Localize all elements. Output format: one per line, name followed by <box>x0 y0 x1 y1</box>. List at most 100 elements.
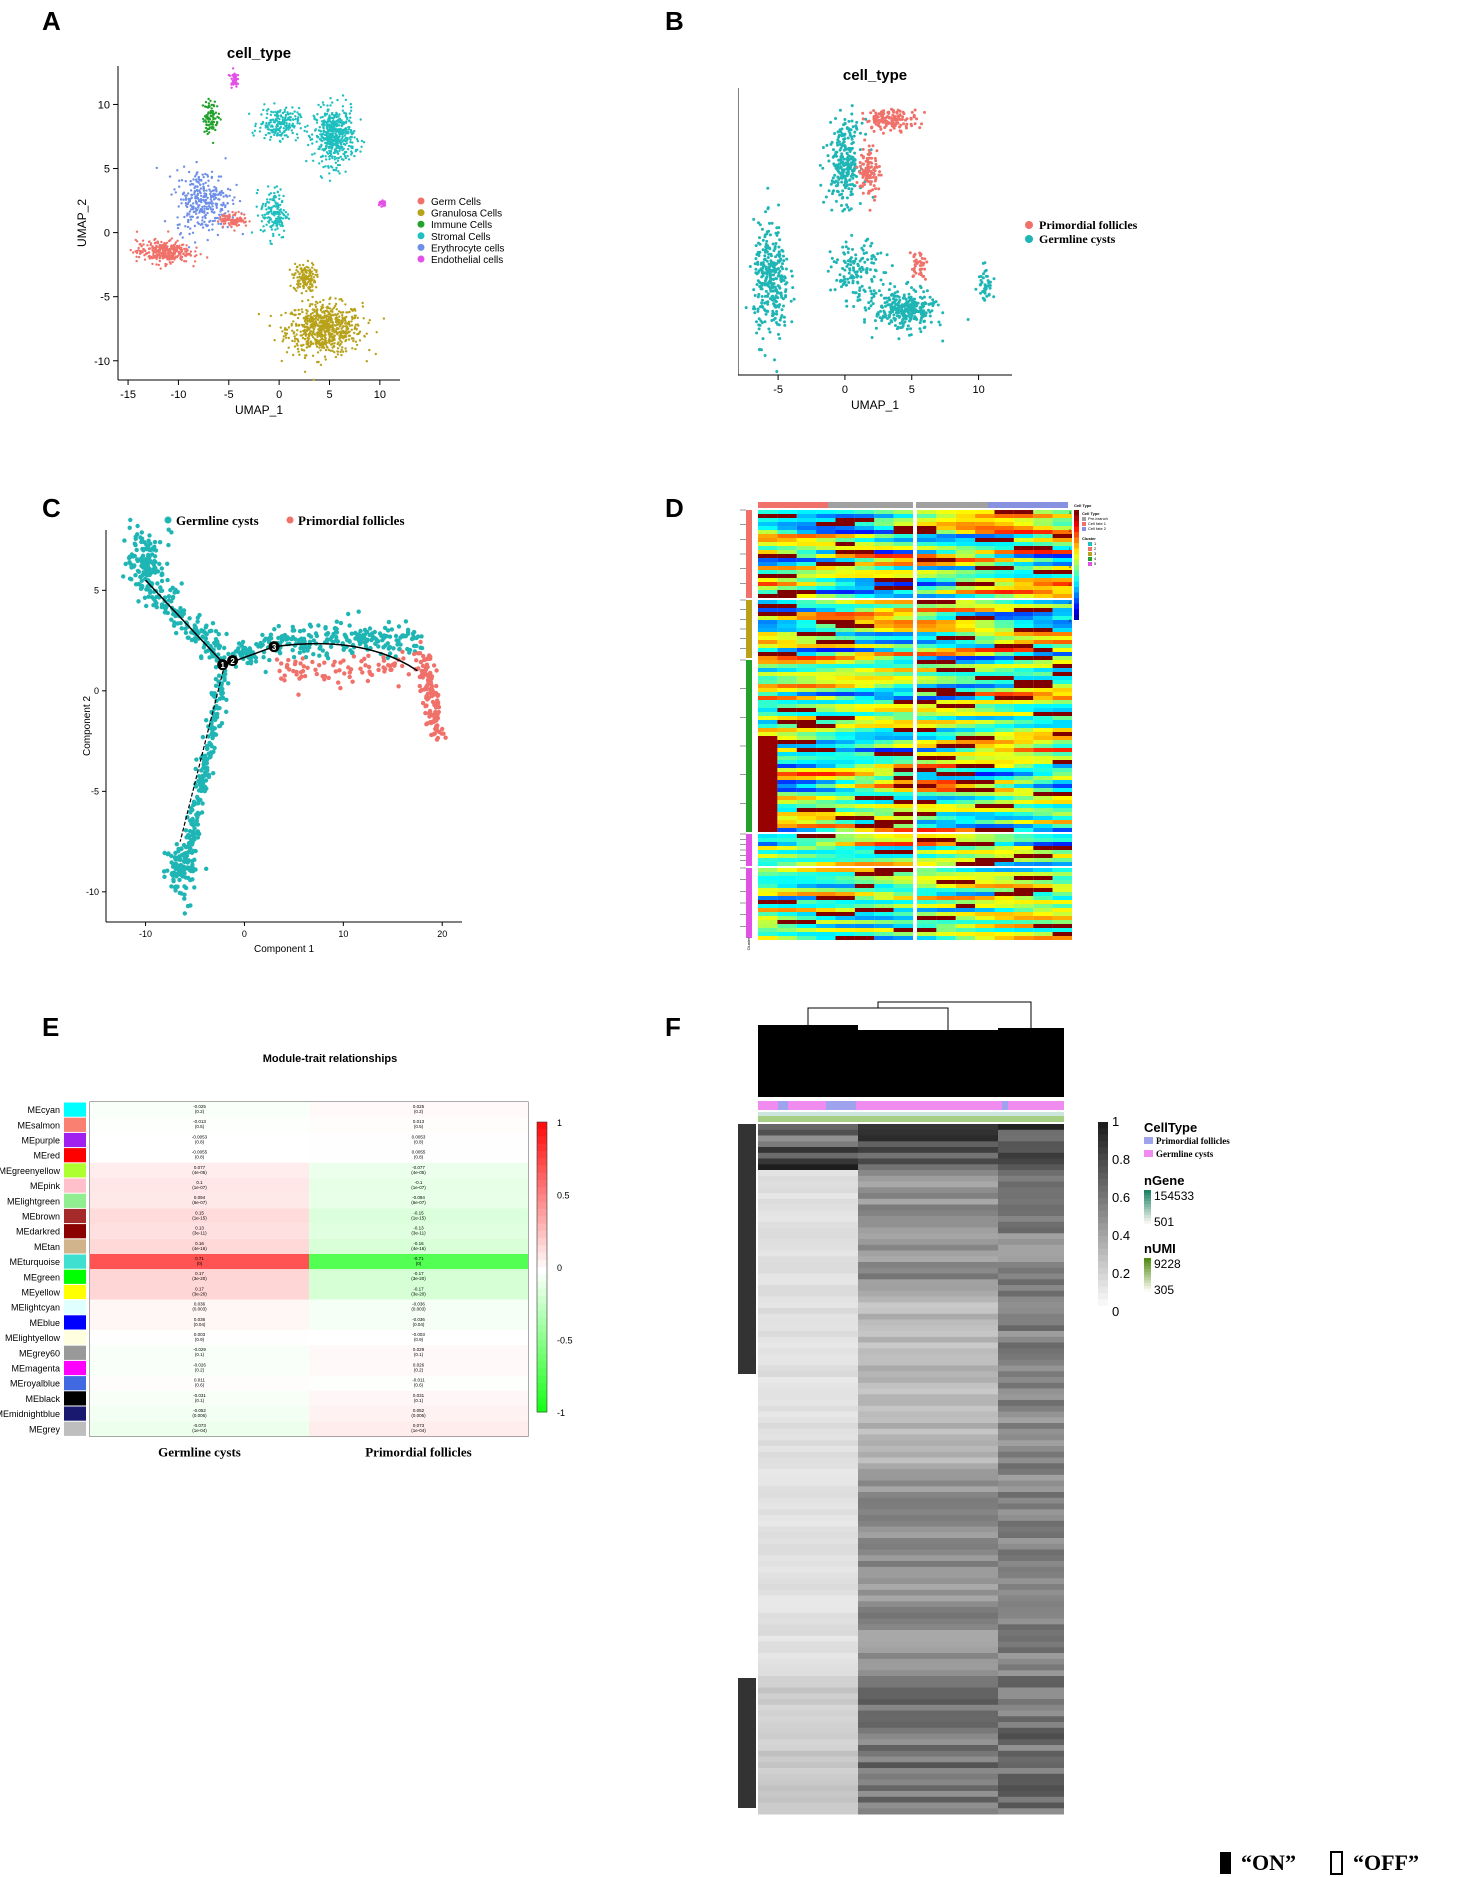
data-point <box>330 332 334 336</box>
data-point <box>877 173 881 177</box>
data-point <box>296 344 299 347</box>
data-point <box>920 256 924 260</box>
data-point <box>159 566 164 571</box>
data-point <box>197 206 200 209</box>
data-point <box>835 278 839 282</box>
data-point <box>357 324 360 327</box>
data-point <box>296 347 300 351</box>
data-point <box>784 290 787 294</box>
data-point <box>928 314 932 318</box>
data-point <box>189 637 195 643</box>
data-point <box>269 135 273 139</box>
data-point <box>196 811 201 817</box>
data-point <box>201 216 204 219</box>
data-point <box>216 220 220 223</box>
data-point <box>923 110 926 114</box>
data-point <box>293 110 296 113</box>
data-point <box>297 313 301 316</box>
data-point <box>347 119 351 122</box>
data-point <box>347 144 351 148</box>
data-point <box>277 217 280 220</box>
data-point <box>331 155 334 158</box>
data-point <box>296 265 299 268</box>
data-point <box>826 269 830 273</box>
data-point <box>845 203 849 207</box>
data-point <box>189 806 194 811</box>
x-tick-label: 10 <box>338 929 348 939</box>
data-point <box>370 634 375 639</box>
data-point <box>344 350 348 353</box>
data-point <box>217 116 221 120</box>
data-point <box>222 201 225 205</box>
data-point <box>311 153 314 156</box>
data-point <box>328 141 332 144</box>
data-point <box>338 172 341 175</box>
data-point <box>202 120 205 123</box>
data-point <box>319 363 323 367</box>
data-point <box>919 312 923 316</box>
data-point <box>149 595 155 600</box>
data-point <box>780 265 783 269</box>
data-point <box>840 196 844 200</box>
data-point <box>891 117 895 121</box>
data-point <box>313 117 316 121</box>
data-point <box>325 158 328 161</box>
data-point <box>315 269 318 272</box>
data-point <box>136 569 142 574</box>
data-point <box>184 247 188 250</box>
data-point <box>761 337 765 341</box>
data-point <box>141 239 145 242</box>
data-point <box>758 348 761 352</box>
data-point <box>907 292 911 296</box>
data-point <box>845 196 849 200</box>
data-point <box>219 118 222 121</box>
data-point <box>791 286 795 290</box>
data-point <box>894 302 898 306</box>
data-point <box>299 330 302 333</box>
data-point <box>316 351 320 354</box>
data-point <box>304 645 310 650</box>
data-point <box>182 191 185 195</box>
data-point <box>755 320 758 324</box>
data-point <box>192 831 197 836</box>
data-point <box>319 133 322 136</box>
data-point <box>206 132 209 136</box>
data-point <box>892 313 896 317</box>
data-point <box>332 119 335 123</box>
data-point <box>304 269 307 272</box>
data-point <box>266 198 269 201</box>
data-point <box>348 126 351 129</box>
data-point <box>244 224 248 227</box>
data-point <box>775 262 779 266</box>
data-point <box>303 370 307 373</box>
data-point <box>989 280 992 284</box>
data-point <box>284 336 288 339</box>
data-point <box>842 183 846 187</box>
data-point <box>282 335 285 338</box>
data-point <box>835 166 839 170</box>
data-point <box>179 232 183 235</box>
data-point <box>304 322 308 325</box>
data-point <box>887 315 891 319</box>
data-point <box>163 605 169 610</box>
data-point <box>233 82 236 85</box>
data-point <box>988 286 992 290</box>
data-point <box>838 166 842 170</box>
data-point <box>845 283 848 287</box>
data-point <box>209 198 212 201</box>
data-point <box>326 306 330 310</box>
data-point <box>855 270 859 274</box>
data-point <box>977 275 981 279</box>
data-point <box>395 642 400 647</box>
data-point <box>836 130 840 134</box>
data-point <box>821 166 825 170</box>
data-point <box>320 326 323 330</box>
data-point <box>295 333 298 336</box>
data-point <box>203 194 206 198</box>
data-point <box>201 173 204 176</box>
data-point <box>305 130 309 133</box>
data-point <box>779 316 783 320</box>
data-point <box>171 260 174 264</box>
data-point <box>334 127 337 130</box>
data-point <box>215 706 220 711</box>
